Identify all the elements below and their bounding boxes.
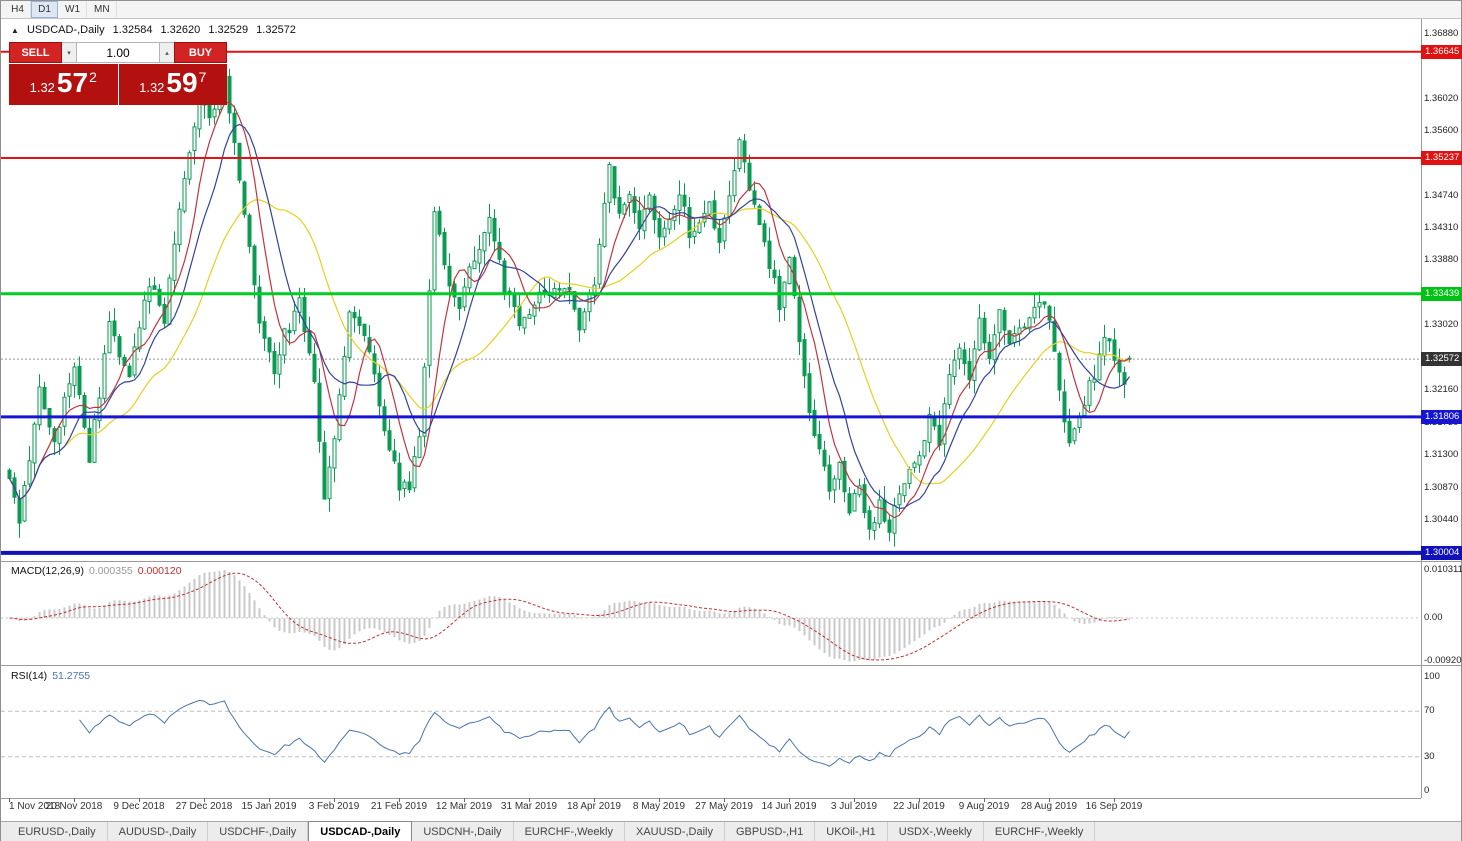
chart-tab-eurchf-weekly[interactable]: EURCHF-,Weekly: [514, 822, 625, 841]
ohlc-low: 1.32529: [208, 24, 249, 36]
bid-price-display[interactable]: 1.32 57 2: [9, 64, 118, 105]
price-pane-layer: [1, 67, 1421, 547]
rsi-pane-layer: [1, 699, 1421, 767]
rsi-indicator-label: RSI(14) 51.2755: [11, 670, 90, 682]
chart-tab-eurusd-daily[interactable]: EURUSD-,Daily: [7, 822, 108, 841]
chart-tabbar: EURUSD-,Daily AUDUSD-,Daily USDCHF-,Daily U…: [1, 821, 1461, 841]
chart-collapse-icon[interactable]: ▲: [11, 26, 19, 35]
bid-price-prefix: 1.32: [29, 80, 55, 95]
chart-tab-usdchf-daily[interactable]: USDCHF-,Daily: [208, 822, 309, 841]
volume-decrease-button[interactable]: ▾: [62, 42, 76, 63]
chart-tab-audusd-daily[interactable]: AUDUSD-,Daily: [108, 822, 209, 841]
macd-signal-value: 0.000120: [137, 565, 182, 577]
macd-main-value: 0.000355: [88, 565, 133, 577]
ask-price-prefix: 1.32: [139, 80, 165, 95]
chart-tab-xauusd-daily[interactable]: XAUUSD-,Daily: [625, 822, 725, 841]
rsi-name: RSI(14): [11, 670, 48, 682]
chart-tab-usdcnh-daily[interactable]: USDCNH-,Daily: [412, 822, 514, 841]
chart-title: USDCAD-,Daily: [26, 24, 105, 36]
chart-tab-usdx-weekly[interactable]: USDX-,Weekly: [888, 822, 984, 841]
macd-indicator-label: MACD(12,26,9) 0.000355 0.000120: [11, 565, 182, 577]
ask-price-display[interactable]: 1.32 59 7: [118, 64, 227, 105]
buy-button[interactable]: BUY: [174, 42, 227, 63]
ohlc-high: 1.32620: [160, 24, 201, 36]
chart-tab-eurchf-weekly[interactable]: EURCHF-,Weekly: [984, 822, 1096, 841]
rsi-value: 51.2755: [52, 670, 91, 682]
ask-price-sup: 7: [198, 69, 207, 85]
timeframe-button-w1[interactable]: W1: [58, 1, 87, 18]
timeframe-button-d1[interactable]: D1: [31, 1, 58, 18]
one-click-trading-panel: SELL ▾ 1.00 ▴ BUY 1.32 57 2 1.32 59 7: [9, 42, 227, 105]
macd-name: MACD(12,26,9): [11, 565, 84, 577]
ask-price-big: 59: [166, 67, 198, 98]
chart-tab-gbpusd-h1[interactable]: GBPUSD-,H1: [725, 822, 816, 841]
timeframe-toolbar: H4 D1 W1 MN: [1, 1, 1461, 19]
sell-button[interactable]: SELL: [9, 42, 62, 63]
triangle-up-icon: ▴: [165, 49, 169, 57]
ohlc-close: 1.32572: [256, 24, 296, 36]
chart-tab-usdcad-daily[interactable]: USDCAD-,Daily: [308, 821, 413, 841]
ohlc-open: 1.32584: [112, 24, 153, 36]
volume-input[interactable]: 1.00: [76, 42, 160, 63]
timeframe-button-mn[interactable]: MN: [87, 1, 117, 18]
timeframe-button-h4[interactable]: H4: [4, 1, 31, 18]
volume-increase-button[interactable]: ▴: [160, 42, 174, 63]
bid-price-big: 57: [56, 67, 89, 98]
bid-price-sup: 2: [89, 69, 97, 85]
chart-header: ▲ USDCAD-,Daily 1.32584 1.32620 1.32529 …: [11, 24, 301, 36]
chart-tab-ukoil-h1[interactable]: UKOil-,H1: [815, 822, 888, 841]
macd-pane-layer: [1, 570, 1421, 662]
triangle-down-icon: ▾: [67, 49, 71, 57]
